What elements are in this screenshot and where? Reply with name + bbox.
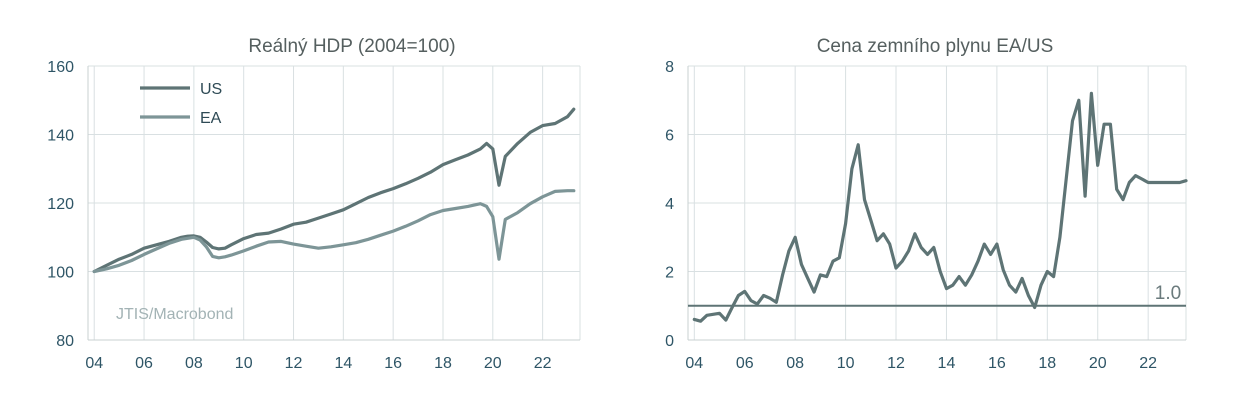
x-tick-label: 16 bbox=[384, 355, 402, 372]
y-tick-label: 4 bbox=[665, 196, 674, 213]
x-tick-label: 14 bbox=[938, 355, 956, 372]
y-tick-label: 8 bbox=[665, 59, 674, 76]
x-tick-label: 20 bbox=[484, 355, 502, 372]
x-tick-label: 12 bbox=[887, 355, 905, 372]
x-tick-label: 16 bbox=[988, 355, 1006, 372]
series-line-us bbox=[92, 107, 576, 274]
x-tick-label: 06 bbox=[135, 355, 153, 372]
x-tick-label: 04 bbox=[685, 355, 703, 372]
chart-title: Reálný HDP (2004=100) bbox=[248, 36, 455, 57]
x-tick-label: 18 bbox=[434, 355, 452, 372]
y-tick-label: 2 bbox=[665, 265, 674, 282]
series-line-ea bbox=[92, 189, 576, 274]
source-annotation: JTIS/Macrobond bbox=[116, 306, 233, 323]
y-tick-label: 120 bbox=[47, 196, 74, 213]
legend-label-us: US bbox=[200, 81, 222, 98]
y-tick-label: 0 bbox=[665, 333, 674, 350]
gdp-chart: 80 100 120 140 160 04 06 08 10 12 14 16 18 20 22 Reálný… bbox=[47, 36, 581, 372]
x-tick-label: 14 bbox=[334, 355, 352, 372]
y-tick-label: 160 bbox=[47, 59, 74, 76]
series-line bbox=[692, 91, 1188, 323]
y-tick-label: 100 bbox=[47, 265, 74, 282]
y-tick-label: 6 bbox=[665, 128, 674, 145]
x-tick-label: 10 bbox=[837, 355, 855, 372]
x-tick-label: 20 bbox=[1089, 355, 1107, 372]
x-tick-label: 08 bbox=[185, 355, 203, 372]
x-tick-label: 12 bbox=[285, 355, 303, 372]
x-tick-label: 22 bbox=[534, 355, 552, 372]
x-tick-label: 06 bbox=[736, 355, 754, 372]
x-tick-label: 10 bbox=[235, 355, 253, 372]
chart-title: Cena zemního plynu EA/US bbox=[817, 36, 1054, 57]
gas-price-chart: 0 2 4 6 8 04 06 08 10 12 14 16 18 20 22 Cena zemního pl… bbox=[665, 36, 1188, 372]
reference-line-label: 1.0 bbox=[1155, 283, 1181, 304]
x-tick-label: 08 bbox=[786, 355, 804, 372]
x-tick-label: 04 bbox=[85, 355, 103, 372]
x-tick-label: 22 bbox=[1139, 355, 1157, 372]
y-tick-label: 140 bbox=[47, 128, 74, 145]
x-tick-label: 18 bbox=[1038, 355, 1056, 372]
legend-label-ea: EA bbox=[200, 110, 222, 127]
y-tick-label: 80 bbox=[56, 333, 74, 350]
